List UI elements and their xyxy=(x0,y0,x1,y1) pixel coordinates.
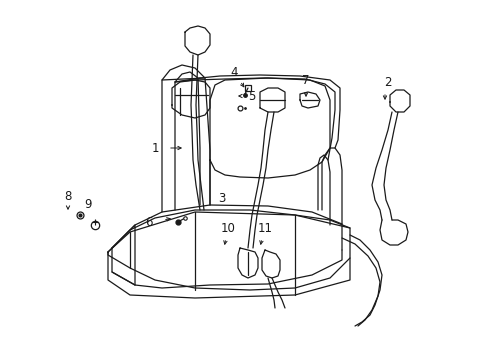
Text: 6: 6 xyxy=(145,216,152,229)
Text: 3: 3 xyxy=(218,192,225,204)
Text: 8: 8 xyxy=(64,189,72,202)
Text: 4: 4 xyxy=(230,66,237,78)
Text: 7: 7 xyxy=(302,73,309,86)
Text: 2: 2 xyxy=(384,76,391,89)
Text: 9: 9 xyxy=(84,198,92,211)
Text: 5: 5 xyxy=(248,90,255,103)
Text: 10: 10 xyxy=(220,221,235,234)
Text: 1: 1 xyxy=(151,141,159,154)
Text: 11: 11 xyxy=(257,221,272,234)
